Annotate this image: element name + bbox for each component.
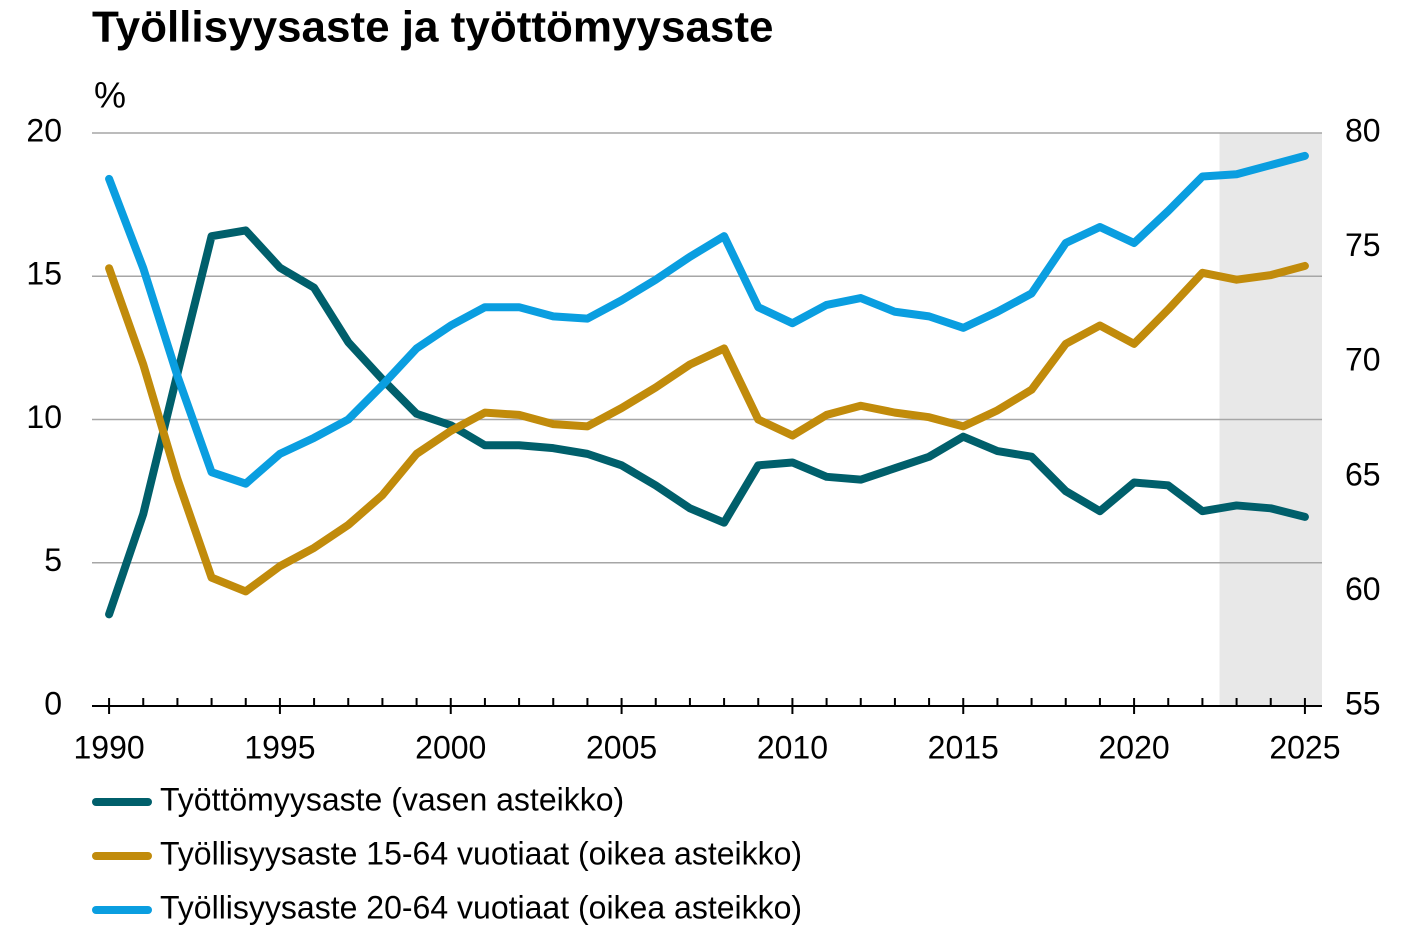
y2-tick-label: 80 bbox=[1345, 112, 1381, 148]
y2-tick-label: 55 bbox=[1345, 685, 1381, 721]
data-line bbox=[105, 226, 1309, 619]
legend-label: Työttömyysaste (vasen asteikko) bbox=[160, 781, 624, 817]
y-tick-label: 5 bbox=[44, 542, 62, 578]
data-line bbox=[105, 261, 1309, 596]
legend-label: Työllisyysaste 20-64 vuotiaat (oikea ast… bbox=[160, 889, 802, 925]
y2-tick-label: 65 bbox=[1345, 456, 1381, 492]
x-tick-label: 2000 bbox=[415, 729, 486, 765]
x-tick-label: 2010 bbox=[757, 729, 828, 765]
x-tick-label: 2005 bbox=[586, 729, 657, 765]
y2-tick-label: 70 bbox=[1345, 342, 1381, 378]
chart-title: Työllisyysaste ja työttömyysaste bbox=[92, 3, 774, 52]
y2-tick-label: 75 bbox=[1345, 227, 1381, 263]
y-tick-label: 15 bbox=[26, 256, 62, 292]
legend-label: Työllisyysaste 15-64 vuotiaat (oikea ast… bbox=[160, 835, 802, 871]
x-tick-label: 1995 bbox=[244, 729, 315, 765]
y2-tick-label: 60 bbox=[1345, 571, 1381, 607]
x-tick-label: 2015 bbox=[928, 729, 999, 765]
x-tick-label: 1990 bbox=[73, 729, 144, 765]
y-tick-label: 20 bbox=[26, 112, 62, 148]
y-tick-label: 10 bbox=[26, 399, 62, 435]
x-tick-label: 2025 bbox=[1269, 729, 1340, 765]
y-axis-label: % bbox=[94, 75, 126, 116]
x-tick-label: 2020 bbox=[1098, 729, 1169, 765]
y-tick-label: 0 bbox=[44, 685, 62, 721]
data-line bbox=[105, 151, 1309, 488]
